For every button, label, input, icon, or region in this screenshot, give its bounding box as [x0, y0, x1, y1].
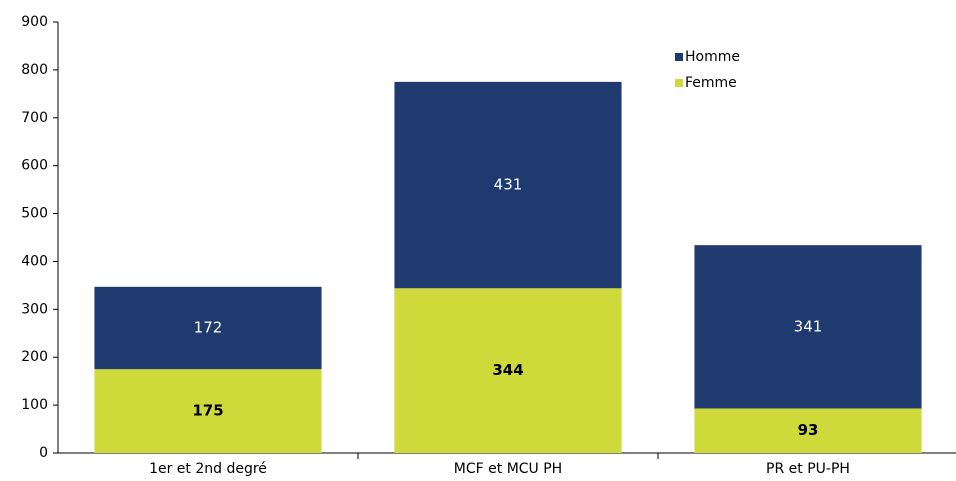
y-tick-label: 0	[39, 445, 48, 461]
data-label: 431	[494, 176, 523, 194]
y-tick-label: 100	[21, 397, 48, 413]
bar-segment	[694, 408, 922, 453]
y-tick-label: 300	[21, 301, 48, 317]
legend-swatch	[675, 53, 683, 61]
legend-swatch	[675, 79, 683, 87]
y-tick-label: 600	[21, 158, 48, 174]
bar-segment	[394, 288, 622, 453]
y-tick-label: 700	[21, 110, 48, 126]
data-label: 172	[194, 319, 223, 337]
y-tick-label: 500	[21, 206, 48, 222]
data-label: 175	[192, 402, 223, 420]
legend-label: Femme	[685, 75, 737, 91]
x-tick-label: 1er et 2nd degré	[149, 461, 267, 477]
x-tick-label: MCF et MCU PH	[454, 461, 562, 477]
bar-segment	[694, 245, 922, 409]
y-tick-label: 800	[21, 62, 48, 78]
y-tick-label: 200	[21, 349, 48, 365]
data-label: 341	[794, 317, 823, 335]
bar-segment	[94, 369, 322, 453]
y-tick-label: 900	[21, 14, 48, 30]
data-label: 344	[492, 361, 523, 379]
legend-label: Homme	[685, 49, 740, 65]
bar-segment	[394, 81, 622, 289]
x-tick-label: PR et PU-PH	[766, 461, 850, 477]
bar-segment	[94, 286, 322, 370]
data-label: 93	[798, 421, 819, 439]
y-tick-label: 400	[21, 253, 48, 269]
